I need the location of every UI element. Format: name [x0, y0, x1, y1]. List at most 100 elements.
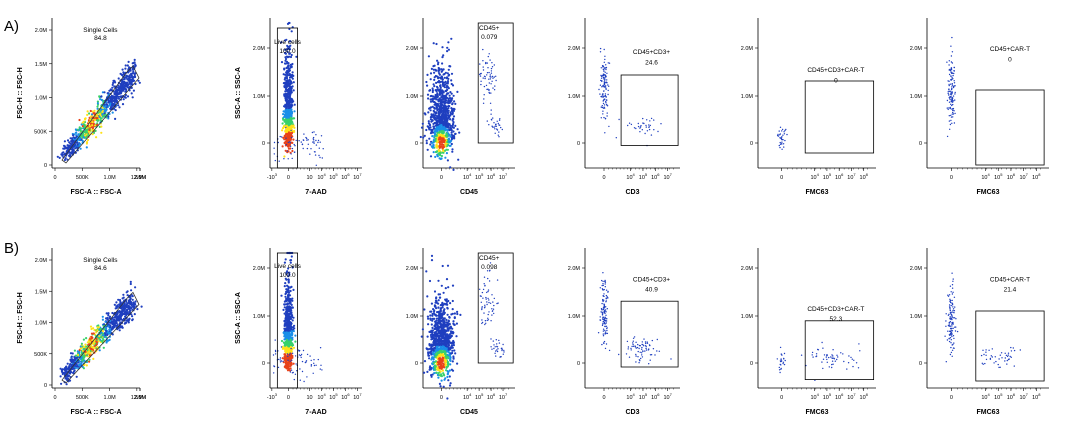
data-point — [433, 118, 437, 121]
data-point — [953, 70, 955, 72]
data-point — [91, 348, 94, 351]
data-point — [434, 155, 437, 158]
data-point — [600, 77, 603, 79]
data-point — [637, 122, 639, 125]
data-point — [130, 289, 133, 292]
data-point — [452, 168, 455, 171]
data-point — [283, 93, 286, 96]
data-point — [600, 106, 602, 108]
data-point — [84, 343, 87, 346]
data-point — [288, 112, 291, 115]
data-point — [430, 130, 433, 133]
data-point — [783, 146, 785, 148]
data-point — [103, 335, 106, 338]
data-point — [446, 129, 449, 132]
row-label-a: A) — [4, 18, 19, 35]
data-point — [439, 157, 442, 161]
data-point — [441, 56, 444, 59]
data-point — [126, 95, 130, 98]
data-point — [447, 41, 450, 44]
data-point — [490, 118, 493, 121]
data-point — [599, 51, 602, 53]
data-point — [441, 46, 444, 49]
data-point — [779, 133, 781, 135]
data-point — [79, 345, 82, 348]
data-point — [429, 126, 432, 129]
data-point — [951, 84, 954, 86]
data-point — [77, 133, 80, 136]
data-point — [954, 85, 956, 87]
data-point — [289, 367, 292, 370]
data-point — [113, 319, 116, 323]
data-point — [438, 153, 441, 156]
data-point — [288, 143, 291, 146]
data-point — [113, 79, 116, 82]
x-tick-label: 104 — [981, 172, 990, 181]
data-point — [108, 89, 111, 92]
gate-name: Single Cells — [83, 257, 118, 264]
data-point — [285, 321, 288, 324]
data-point — [288, 45, 291, 48]
data-point — [287, 359, 289, 361]
data-point — [60, 370, 64, 373]
data-point — [602, 110, 604, 112]
data-point — [290, 85, 293, 89]
data-point — [129, 302, 132, 305]
data-point — [434, 137, 437, 140]
x-tick-exponent: 5 — [481, 392, 484, 397]
data-point — [431, 89, 434, 92]
x-tick-label: 10 — [306, 395, 312, 401]
data-point — [490, 72, 493, 74]
data-point — [125, 309, 129, 312]
x-tick-label: 105 — [475, 392, 484, 401]
x-axis-label: FMC63 — [977, 189, 1000, 196]
data-point — [309, 153, 311, 155]
data-point — [779, 143, 782, 145]
data-point — [104, 333, 107, 337]
data-point — [113, 100, 116, 103]
data-point — [447, 97, 450, 100]
data-point — [488, 78, 490, 80]
data-point — [124, 312, 127, 315]
data-point — [98, 335, 101, 338]
data-point — [423, 112, 426, 115]
data-point — [952, 109, 954, 112]
x-tick-exponent: 4 — [323, 172, 326, 177]
data-point — [630, 123, 633, 126]
data-point — [286, 122, 289, 125]
gate-value: 24.6 — [645, 60, 658, 67]
data-point — [287, 79, 290, 82]
panel-a-fsc: 0 500K 1.0M 1.5M 2.0M 0 500K 1.0M 1.5M 2.0M 2.5M FS… — [7, 18, 155, 208]
x-tick-exponent: 6 — [493, 172, 496, 177]
data-point — [303, 133, 305, 135]
data-point — [949, 106, 951, 109]
data-point — [85, 354, 89, 357]
data-point — [102, 323, 106, 326]
data-point — [283, 355, 286, 358]
data-point — [310, 148, 312, 150]
data-point — [284, 282, 287, 285]
data-point — [604, 93, 607, 95]
data-point — [429, 155, 433, 158]
data-point — [490, 109, 492, 111]
x-tick-exponent: 6 — [347, 172, 350, 177]
data-point — [289, 145, 292, 147]
data-point — [435, 81, 438, 84]
data-point — [433, 96, 437, 99]
gate-value: 84.8 — [94, 35, 107, 42]
data-point — [287, 329, 290, 332]
data-point — [440, 154, 443, 158]
data-point — [435, 69, 438, 72]
data-point — [429, 89, 432, 92]
x-tick-label: 1.0M — [103, 175, 116, 181]
y-tick-label: 2.0M — [406, 46, 419, 52]
data-point — [112, 96, 115, 99]
data-point — [445, 86, 448, 89]
data-point — [287, 367, 290, 371]
data-point — [88, 340, 91, 343]
data-point — [273, 141, 276, 144]
data-point — [431, 105, 434, 108]
x-tick-label: 1.5M — [131, 175, 144, 181]
data-point — [602, 76, 605, 79]
data-point — [425, 142, 428, 145]
